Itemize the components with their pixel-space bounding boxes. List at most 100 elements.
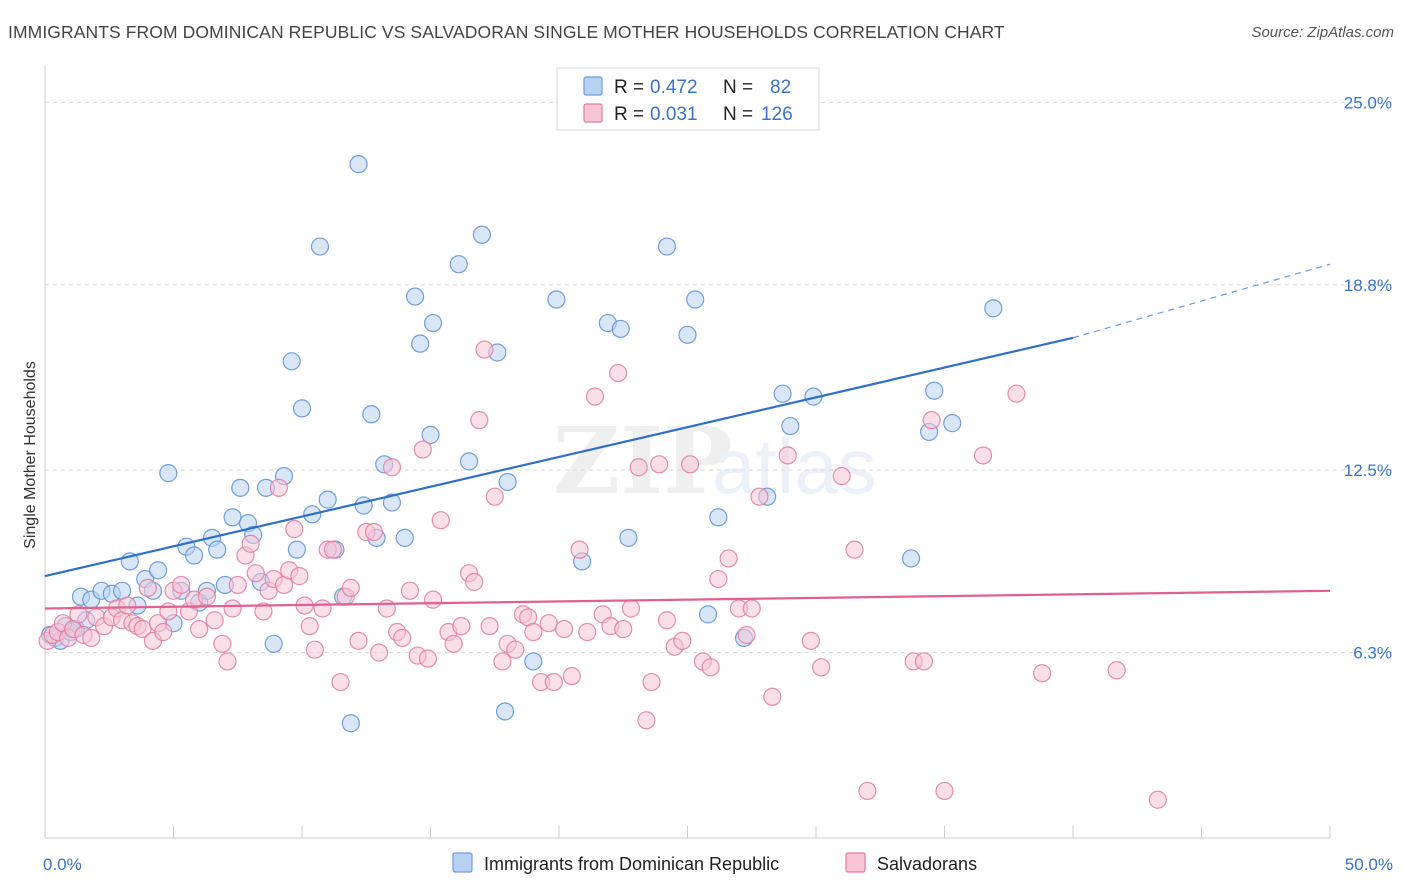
point-salvadoran (524, 622, 543, 642)
point-dominican (984, 299, 1003, 318)
point-salvadoran (657, 611, 677, 630)
legend-n-value: 82 (770, 77, 791, 98)
point-salvadoran (444, 634, 463, 653)
point-salvadoran (413, 440, 432, 459)
point-salvadoran (349, 631, 368, 650)
point-dominican (449, 255, 468, 274)
point-salvadoran (555, 619, 574, 639)
point-salvadoran (578, 622, 597, 642)
point-salvadoran (190, 619, 209, 639)
x-tick-label-min: 0.0% (43, 855, 82, 874)
legend-row-dominican: R = 0.472 N = 82 (583, 76, 791, 98)
tick-labels: 6.3% 12.5% 18.8% 25.0% 0.0% 50.0% (43, 93, 1393, 874)
point-salvadoran (341, 578, 360, 597)
point-dominican (781, 416, 800, 436)
point-salvadoran (935, 781, 954, 801)
point-dominican (354, 496, 373, 515)
point-salvadoran (480, 617, 499, 636)
point-dominican (282, 352, 301, 371)
point-salvadoran (269, 478, 288, 497)
point-salvadoran (228, 575, 247, 595)
point-salvadoran (742, 599, 761, 618)
legend-bottom-swatch-pink (845, 852, 866, 873)
point-salvadoran (313, 599, 332, 618)
point-salvadoran (637, 711, 656, 730)
point-salvadoran (701, 658, 720, 677)
point-salvadoran (719, 549, 738, 568)
point-dominican (498, 472, 517, 492)
point-salvadoran (922, 411, 941, 430)
point-salvadoran (709, 569, 728, 589)
point-salvadoran (377, 599, 396, 618)
point-salvadoran (475, 340, 494, 359)
legend-top: R = 0.472 N = 82 R = 0.031 N = 126 (556, 67, 820, 131)
point-dominican (184, 546, 204, 565)
point-salvadoran (223, 599, 242, 618)
series-salvadoran-points (38, 340, 1167, 809)
point-salvadoran (465, 572, 484, 592)
point-dominican (382, 493, 402, 512)
point-dominican (395, 528, 414, 547)
watermark: ZIP atlas (553, 407, 877, 515)
point-dominican (341, 714, 360, 733)
axes (44, 66, 1331, 839)
point-salvadoran (172, 575, 191, 595)
point-salvadoran (650, 455, 669, 474)
point-salvadoran (680, 455, 700, 474)
legend-r-value: 0.031 (650, 104, 698, 125)
legend-r-label: R = (614, 77, 644, 98)
trend-line-dominican (44, 336, 1074, 578)
point-dominican (223, 508, 242, 527)
point-salvadoran (382, 458, 402, 477)
point-salvadoran (750, 487, 769, 506)
legend-bottom-label-dominican: Immigrants from Dominican Republic (484, 854, 779, 874)
trend-line-salvadoran (44, 589, 1331, 610)
point-salvadoran (323, 540, 342, 559)
point-dominican (495, 702, 515, 721)
point-dominican (901, 549, 921, 568)
legend-row-salvadoran: R = 0.031 N = 126 (583, 103, 793, 125)
point-salvadoran (418, 649, 438, 668)
chart-title: IMMIGRANTS FROM DOMINICAN REPUBLIC VS SA… (8, 22, 1005, 42)
y-tick-label: 18.8% (1344, 276, 1392, 295)
legend-bottom-swatch-blue (452, 852, 473, 873)
point-salvadoran (159, 602, 178, 621)
point-salvadoran (562, 667, 581, 686)
point-dominican (208, 540, 227, 559)
point-dominican (472, 225, 491, 244)
point-salvadoran (82, 628, 101, 648)
point-dominican (405, 287, 425, 306)
point-dominican (411, 334, 430, 353)
point-salvadoran (585, 387, 605, 406)
point-salvadoran (305, 640, 324, 659)
point-salvadoran (69, 605, 88, 624)
point-dominican (611, 319, 630, 339)
point-salvadoran (205, 611, 224, 630)
trend-line-dominican-extension (1072, 263, 1331, 339)
point-dominican (943, 414, 962, 433)
point-salvadoran (1007, 384, 1026, 403)
point-salvadoran (763, 687, 782, 706)
point-dominican (547, 290, 566, 309)
point-dominican (287, 540, 306, 559)
point-salvadoran (493, 652, 512, 671)
point-dominican (619, 528, 638, 547)
point-salvadoran (393, 628, 412, 648)
point-salvadoran (241, 534, 260, 553)
point-salvadoran (197, 587, 217, 606)
point-dominican (773, 384, 792, 403)
point-dominican (148, 561, 168, 580)
point-dominican (159, 464, 178, 483)
point-salvadoran (609, 363, 628, 383)
legend-n-label: N = (723, 104, 753, 125)
point-salvadoran (845, 540, 864, 559)
point-salvadoran (118, 596, 137, 615)
point-dominican (421, 425, 440, 444)
point-salvadoran (506, 640, 525, 659)
point-salvadoran (539, 614, 558, 633)
point-dominican (657, 237, 677, 256)
point-salvadoran (642, 672, 661, 692)
point-salvadoran (246, 564, 265, 583)
point-salvadoran (1033, 664, 1052, 683)
